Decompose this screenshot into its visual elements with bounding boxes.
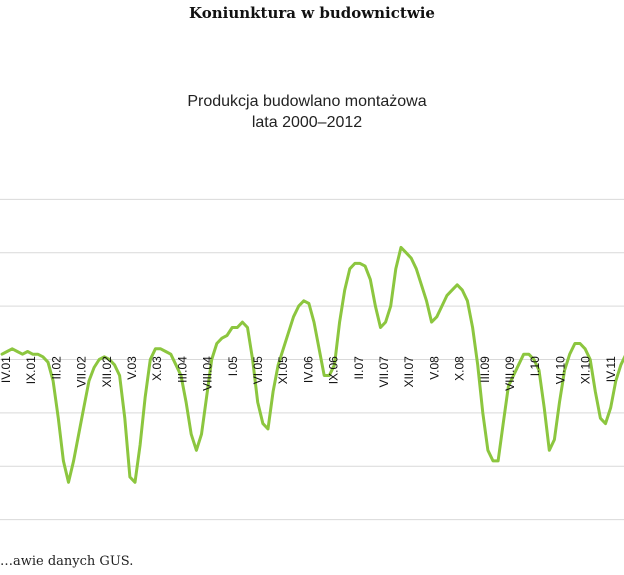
x-tick-label: VI.05	[251, 356, 265, 384]
x-tick-label: IV.01	[0, 356, 13, 383]
x-tick-label: VIII.04	[201, 356, 215, 391]
x-tick-label: IX.06	[327, 356, 341, 384]
x-tick-label: XII.07	[402, 356, 416, 388]
x-tick-label: VII.07	[377, 356, 391, 388]
x-tick-label: XI.05	[276, 356, 290, 384]
x-tick-label: II.02	[49, 356, 63, 380]
x-tick-label: VI.10	[553, 356, 567, 384]
x-tick-label: II.07	[352, 356, 366, 380]
x-tick-label: VII.02	[75, 356, 89, 388]
x-tick-label: V.08	[427, 356, 441, 380]
series-line	[0, 245, 624, 484]
x-tick-label: I.10	[528, 356, 542, 376]
x-tick-labels: IV.01 IX.01 II.02 VII.02 XII.02 V.03 X.03 III.0…	[0, 356, 618, 391]
source-note: …awie danych GUS.	[0, 554, 134, 569]
chart-subtitle: lata 2000–2012	[252, 114, 362, 131]
x-tick-label: X.08	[453, 356, 467, 381]
x-tick-label: V.03	[125, 356, 139, 380]
x-tick-label: XII.02	[100, 356, 114, 388]
x-tick-label: IV.11	[604, 356, 618, 382]
x-tick-label: VIII.09	[503, 356, 517, 391]
x-tick-label: IV.06	[301, 356, 315, 383]
chart-title: Produkcja budowlano montażowa	[187, 93, 426, 110]
page-header: Koniunktura w budownictwie	[189, 4, 435, 22]
x-tick-label: X.03	[150, 356, 164, 381]
x-tick-label: I.05	[226, 356, 240, 376]
x-tick-label: XI.10	[579, 356, 593, 384]
x-tick-label: III.09	[478, 356, 492, 383]
x-tick-label: III.04	[175, 356, 189, 383]
x-tick-label: IX.01	[24, 356, 38, 384]
